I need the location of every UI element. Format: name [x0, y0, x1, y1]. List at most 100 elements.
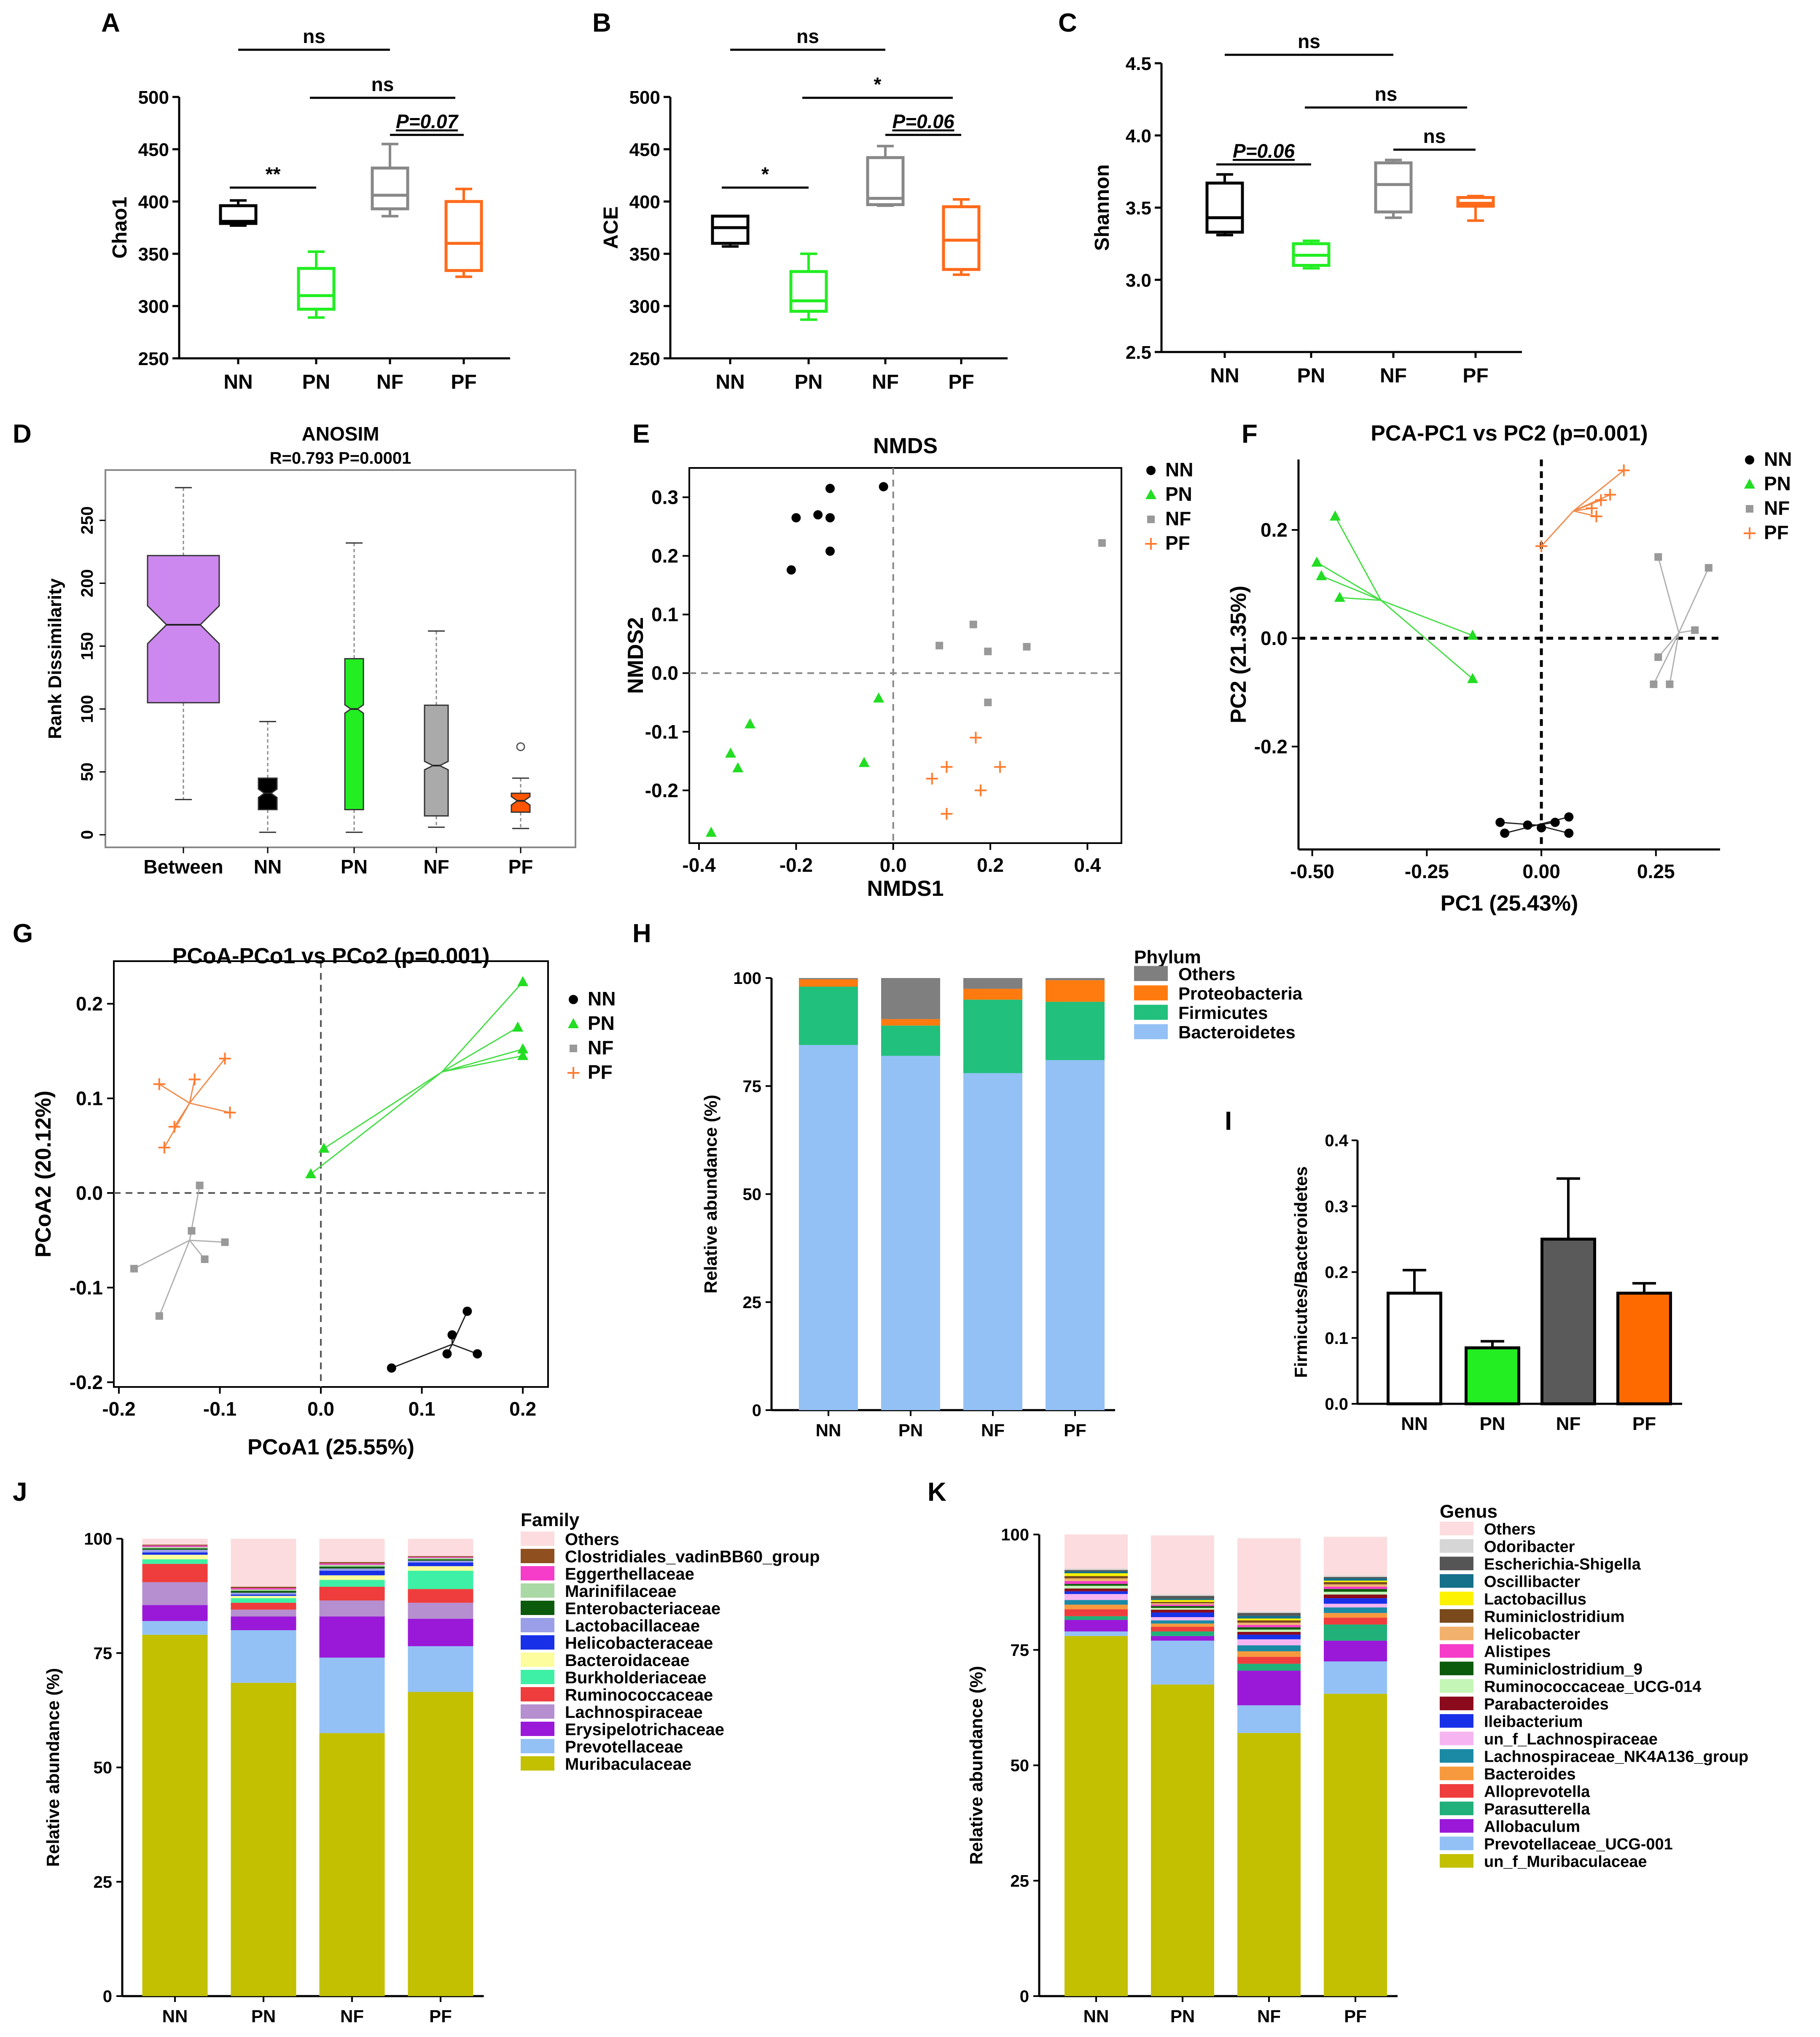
- x-tick-label: NN: [1210, 365, 1239, 387]
- pf-plus-mark: [1618, 464, 1630, 476]
- bar-segment-Alistipes: [1151, 1604, 1214, 1606]
- bar-segment-Helicobacteraceae: [408, 1562, 473, 1567]
- pf-plus-mark: [994, 761, 1006, 773]
- x-tick-label: PF: [508, 856, 533, 878]
- bar-segment-Ruminiclostridium_9: [1151, 1606, 1214, 1608]
- bar-segment-Bacteroidaceae: [231, 1596, 296, 1599]
- bar-segment-Bacteroidaceae: [408, 1566, 473, 1571]
- legend-label: PN: [1165, 483, 1192, 505]
- panel-letter-F: F: [1242, 419, 1258, 449]
- y-tick-label: 100: [733, 969, 761, 988]
- bar-segment-Odoribacter: [1065, 1569, 1128, 1570]
- point-PN: [1316, 570, 1327, 580]
- legend-label: Lachnospiraceae_NK4A136_group: [1484, 1748, 1748, 1766]
- chart-title: ANOSIM: [302, 423, 379, 445]
- point-NF: [201, 1255, 209, 1263]
- bar-segment-Lactobacillus: [1065, 1573, 1128, 1576]
- bar-segment-Others: [1065, 1534, 1128, 1569]
- bar-segment-Bacteroides: [1324, 1613, 1387, 1618]
- panel-letter-D: D: [13, 419, 32, 449]
- bar-segment-Parasutterella: [1151, 1631, 1214, 1636]
- point-PN: [305, 1168, 317, 1178]
- point-PF: [975, 784, 987, 796]
- y-axis-label: Relative abundance (%): [966, 1666, 986, 1865]
- bar-segment-Others: [1151, 1535, 1214, 1595]
- point-PF: [1586, 502, 1598, 514]
- plot-frame: [113, 960, 549, 1388]
- y-tick-label: 3.0: [1126, 270, 1151, 291]
- x-tick-label: PN: [341, 856, 368, 878]
- point-NF: [1023, 643, 1031, 651]
- y-axis-label: Relative abundance (%): [701, 1095, 720, 1293]
- y-axis-label: Relative abundance (%): [43, 1668, 63, 1867]
- bar-segment-Ruminococcaceae_UCG-014: [1324, 1591, 1387, 1595]
- bar-segment-Alloprevotella: [1324, 1618, 1387, 1625]
- bar-segment-Allobaculum: [1237, 1671, 1301, 1706]
- box-PN: [789, 270, 828, 313]
- bar-segment-Eggerthellaceae: [231, 1588, 296, 1590]
- bar-segment-Ruminiclostridium_9: [1324, 1589, 1387, 1592]
- bar-segment-un_f_Lachnospiraceae: [1324, 1604, 1387, 1608]
- pf-plus-mark: [926, 773, 938, 785]
- y-axis-label: ACE: [600, 206, 622, 249]
- legend-swatch: [521, 1532, 554, 1546]
- legend-marker-PF: [1744, 527, 1755, 539]
- x-tick-label: NF: [872, 371, 899, 393]
- bar-segment-Others: [1046, 978, 1105, 981]
- bar-segment-un_f_Muribaculaceae: [1065, 1636, 1128, 1996]
- pf-plus-mark: [970, 731, 982, 744]
- y-tick-label: 250: [138, 349, 169, 369]
- bar-segment-Ruminiclostridium: [1065, 1576, 1128, 1579]
- pf-plus-mark: [1604, 489, 1616, 501]
- point-NN: [1523, 820, 1532, 830]
- bar-segment-Prevotellaceae: [231, 1630, 296, 1683]
- legend-swatch: [521, 1653, 554, 1667]
- spider-line: [323, 1071, 443, 1149]
- bar-segment-Alloprevotella: [1237, 1657, 1301, 1664]
- panel-letter-G: G: [13, 919, 33, 948]
- bar-segment-Ruminococcaceae: [319, 1586, 385, 1601]
- bar-segment-Marinifilaceae: [231, 1589, 296, 1591]
- bar-segment-Lactobacillus: [1237, 1618, 1301, 1620]
- bar-segment-Enterobacteriaceae: [231, 1591, 296, 1593]
- legend-label: Bacteroidetes: [1178, 1022, 1296, 1042]
- panel-letter-J: J: [13, 1478, 27, 1507]
- point-PN: [873, 692, 884, 703]
- bar-segment-Clostridiales_vadinBB60_group: [319, 1562, 385, 1564]
- legend-label: NF: [1764, 497, 1790, 519]
- legend-marker-NN: [569, 995, 578, 1004]
- bar-segment-Oscillibacter: [1324, 1578, 1387, 1581]
- bar-segment-Odoribacter: [1151, 1594, 1214, 1596]
- x-tick-label: -0.4: [682, 854, 716, 876]
- bar-segment-Lachnospiraceae: [408, 1602, 473, 1619]
- significance-label: P=0.07: [396, 110, 459, 132]
- legend-label: un_f_Lachnospiraceae: [1484, 1731, 1658, 1748]
- bar-segment-Others: [799, 978, 858, 980]
- bar-segment-Burkholderiaceae: [319, 1580, 385, 1587]
- point-PN: [1467, 629, 1479, 640]
- spider-line: [189, 1102, 230, 1113]
- bar-segment-Lactobacillus: [1324, 1580, 1387, 1582]
- legend-swatch: [1134, 1024, 1168, 1040]
- point-NF: [1098, 539, 1106, 547]
- x-tick-label: NN: [816, 1420, 841, 1440]
- significance-label: ns: [1298, 30, 1320, 52]
- bar-segment-Eggerthellaceae: [319, 1563, 385, 1565]
- panel-letter-E: E: [632, 419, 650, 449]
- legend-swatch: [521, 1756, 554, 1771]
- x-tick-label: PF: [1632, 1414, 1656, 1434]
- pf-plus-mark: [168, 1121, 180, 1133]
- point-NN: [825, 513, 835, 523]
- y-tick-label: 100: [78, 695, 97, 723]
- bar-segment-Enterobacteriaceae: [142, 1548, 208, 1550]
- point-NF: [188, 1227, 196, 1235]
- box-PF: [444, 200, 483, 272]
- pf-plus-mark: [153, 1078, 165, 1090]
- y-tick-label: 100: [84, 1530, 112, 1548]
- y-tick-label: 0.4: [1325, 1131, 1348, 1150]
- y-tick-label: 4.5: [1126, 54, 1151, 74]
- bar-segment-Enterobacteriaceae: [408, 1559, 473, 1561]
- panel-letter-B: B: [592, 8, 611, 38]
- legend-marker-NF: [1147, 516, 1155, 523]
